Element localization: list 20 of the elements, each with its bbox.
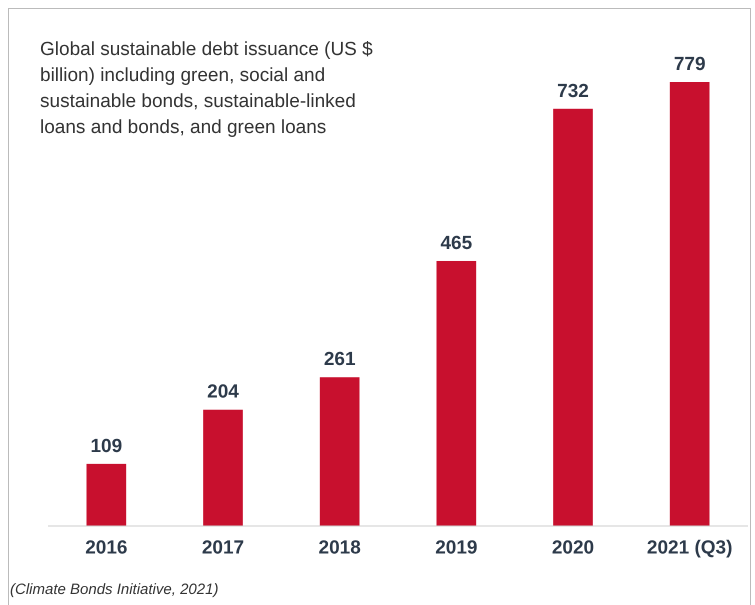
data-label: 109 bbox=[90, 436, 122, 457]
data-label: 204 bbox=[207, 382, 240, 403]
x-tick-label: 2020 bbox=[552, 537, 594, 558]
x-tick-label: 2021 (Q3) bbox=[646, 537, 732, 558]
bar bbox=[86, 464, 126, 526]
x-tick-label: 2019 bbox=[435, 537, 478, 558]
chart-title: Global sustainable debt issuance (US $ billion) including green, social and sustainable bonds, sustainable-linked loans and bonds, and green loans bbox=[40, 39, 374, 138]
text: (Climate Bonds Initiative, 2021) bbox=[10, 581, 218, 598]
bar bbox=[553, 108, 593, 526]
bar bbox=[203, 410, 243, 526]
bar bbox=[670, 82, 710, 526]
bar bbox=[320, 377, 360, 526]
x-tick-label: 2016 bbox=[85, 537, 128, 558]
data-label: 779 bbox=[674, 54, 706, 75]
data-label: 261 bbox=[324, 349, 356, 370]
x-tick-label: 2017 bbox=[202, 537, 244, 558]
data-label: 465 bbox=[440, 232, 473, 254]
x-tick-label: 2018 bbox=[318, 537, 361, 558]
bar bbox=[436, 260, 476, 526]
data-label: 732 bbox=[557, 80, 589, 102]
